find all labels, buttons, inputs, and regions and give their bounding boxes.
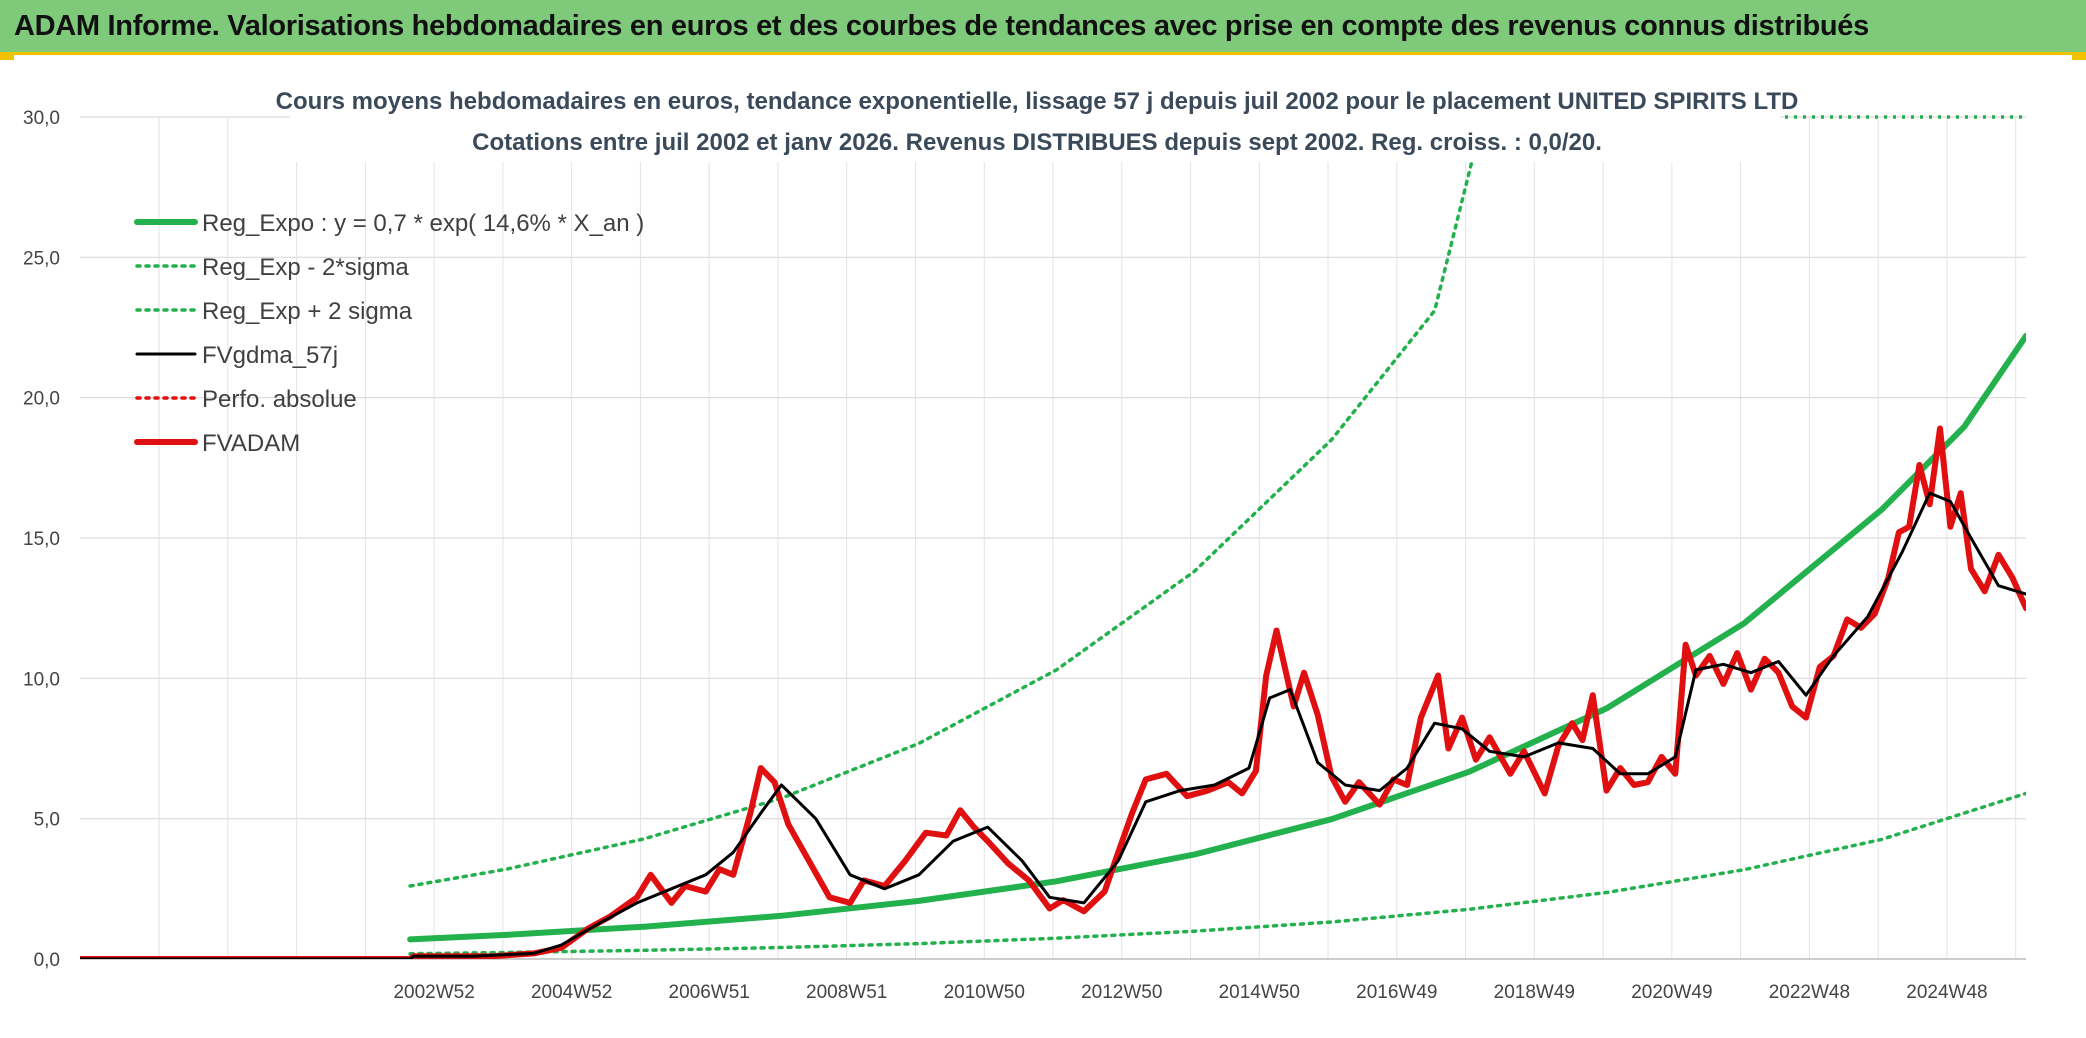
x-tick-label: 2006W51 — [669, 982, 750, 1003]
x-tick-label: 2012W50 — [1081, 982, 1162, 1003]
series-line-2 — [408, 117, 1485, 888]
y-tick-label: 15,0 — [23, 529, 60, 550]
axes: 0,0 5,0 10,0 15,0 20,0 25,0 30,0 2002W52 2004W52… — [23, 108, 2026, 1003]
chart-title-line-1: Cours moyens hebdomadaires en euros, ten… — [276, 88, 1799, 115]
legend-label: Perfo. absolue — [202, 386, 357, 413]
legend-label: Reg_Exp + 2 sigma — [202, 298, 413, 325]
x-tick-label: 2004W52 — [531, 982, 612, 1003]
legend-label: FVADAM — [202, 430, 300, 457]
series-line-3 — [80, 491, 2026, 959]
series-layer — [80, 115, 2026, 959]
series-line-0 — [407, 332, 2026, 943]
y-tick-label: 5,0 — [34, 810, 60, 831]
legend-label: Reg_Exp - 2*sigma — [202, 254, 409, 281]
y-tick-label: 30,0 — [23, 108, 60, 129]
x-tick-label: 2018W49 — [1494, 982, 1575, 1003]
corner-accent-right — [2072, 52, 2086, 60]
report-title: ADAM Informe. Valorisations hebdomadaire… — [14, 9, 1869, 42]
y-tick-label: 20,0 — [23, 389, 60, 410]
report-banner: ADAM Informe. Valorisations hebdomadaire… — [0, 0, 2086, 55]
x-tick-label: 2014W50 — [1219, 982, 1300, 1003]
series-line-5 — [80, 425, 2026, 959]
grid — [80, 116, 2026, 960]
y-tick-label: 0,0 — [34, 950, 60, 971]
series-line-1 — [408, 791, 2026, 956]
legend: Reg_Expo : y = 0,7 * exp( 14,6% * X_an )… — [134, 210, 644, 457]
line-chart: 0,0 5,0 10,0 15,0 20,0 25,0 30,0 2002W52 2004W52… — [23, 80, 2026, 1003]
x-tick-label: 2024W48 — [1906, 982, 1987, 1003]
x-tick-label: 2010W50 — [944, 982, 1025, 1003]
x-tick-label: 2002W52 — [393, 982, 474, 1003]
x-tick-label: 2022W48 — [1769, 982, 1850, 1003]
title-backdrop — [290, 80, 1780, 162]
y-tick-label: 10,0 — [23, 669, 60, 690]
legend-label: FVgdma_57j — [202, 342, 338, 369]
x-tick-label: 2016W49 — [1356, 982, 1437, 1003]
legend-label: Reg_Expo : y = 0,7 * exp( 14,6% * X_an ) — [202, 210, 644, 237]
x-tick-label: 2020W49 — [1631, 982, 1712, 1003]
chart-titles: Cours moyens hebdomadaires en euros, ten… — [276, 80, 1799, 162]
corner-accent-left — [0, 52, 14, 60]
x-tick-label: 2008W51 — [806, 982, 887, 1003]
chart-title-line-2: Cotations entre juil 2002 et janv 2026. … — [472, 129, 1602, 156]
y-tick-label: 25,0 — [23, 248, 60, 269]
